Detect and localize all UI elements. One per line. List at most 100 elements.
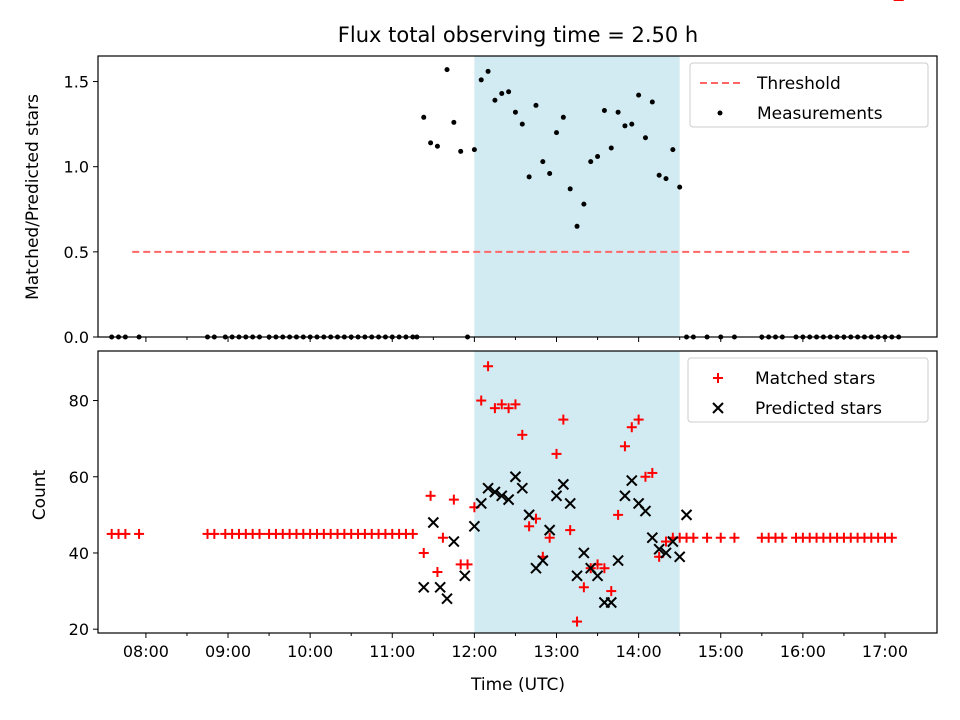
x-b — [427, 516, 440, 529]
matched-star-point — [476, 395, 487, 406]
x-b — [516, 482, 528, 494]
measurement-point — [458, 148, 464, 154]
legend-predicted-swatch — [712, 402, 724, 414]
x-b — [550, 490, 563, 502]
x-b — [496, 490, 508, 502]
y-tick-label: 80 — [69, 392, 89, 411]
matched-star-point — [462, 559, 473, 570]
measurement-point — [506, 89, 512, 95]
legend-label: Measurements — [757, 104, 883, 124]
predicted-star-point — [619, 490, 631, 502]
matched-star-point — [558, 414, 569, 425]
predicted-star-point — [543, 524, 556, 536]
x-tick-label: 14:00 — [616, 642, 662, 661]
predicted-star-point — [448, 535, 460, 548]
predicted-star-point — [626, 474, 638, 487]
legend: Matched stars Predicted stars — [687, 357, 929, 423]
predicted-star-point — [418, 581, 430, 593]
x-b — [632, 497, 645, 510]
legend-label: Matched stars — [755, 369, 875, 389]
x-tick-label: 16:00 — [780, 642, 826, 661]
predicted-star-point — [523, 509, 535, 521]
x-b — [441, 592, 453, 605]
predicted-star-point — [673, 551, 686, 563]
matched-star-point — [425, 490, 436, 501]
measurement-point — [595, 153, 601, 159]
count-panel: 20 40 60 80 08:00 09:00 10:00 11:00 12:00 13:00 14… — [69, 0, 938, 661]
matched-star-point — [496, 399, 507, 410]
measurement-point — [478, 77, 484, 83]
ratio-panel: 0.0 0.5 1.0 1.5 Threshold Measurements — [64, 55, 938, 347]
measurement-point — [519, 121, 525, 127]
matched-star-point — [524, 521, 535, 532]
x-b — [653, 543, 665, 555]
predicted-star-point — [680, 509, 693, 521]
legend-box — [687, 357, 929, 423]
matched-star-point — [517, 429, 528, 440]
measurement-point — [608, 145, 614, 151]
matched-star-point — [418, 547, 429, 558]
bottom-y-axis-label: Count — [30, 469, 50, 520]
predicted-star-point — [502, 493, 515, 506]
matched-star-point — [606, 586, 617, 597]
measurement-point — [492, 97, 498, 103]
measurement-point — [421, 114, 427, 120]
y-tick-label: 1.5 — [64, 73, 89, 92]
x-tick-label: 10:00 — [287, 642, 333, 661]
predicted-star-point — [496, 490, 508, 502]
matched-star-point — [572, 616, 583, 627]
y-tick-label: 40 — [69, 544, 89, 563]
x-b — [660, 547, 672, 559]
measurement-point — [526, 174, 532, 180]
x-b — [468, 520, 481, 533]
x-tick-label: 11:00 — [369, 642, 415, 661]
matched-star-point — [483, 361, 494, 372]
legend: Threshold Measurements — [689, 62, 929, 128]
matched-star-point — [886, 532, 897, 543]
legend-box — [689, 62, 929, 128]
x-b — [605, 596, 617, 609]
predicted-star-point — [660, 547, 672, 559]
matched-star-point — [688, 532, 699, 543]
matched-star-point — [134, 528, 145, 539]
x-b — [680, 509, 693, 521]
x-b — [509, 471, 522, 483]
matched-star-point — [209, 528, 220, 539]
measurement-point — [615, 109, 621, 115]
x-b — [502, 493, 515, 506]
predicted-star-point — [591, 570, 604, 582]
x-b — [667, 535, 679, 548]
predicted-star-point — [639, 505, 652, 517]
x-b — [489, 486, 501, 498]
legend-label: Predicted stars — [755, 399, 882, 419]
predicted-star-point — [509, 471, 522, 483]
observing-window-shade — [474, 351, 680, 633]
measurement-point — [629, 121, 635, 127]
matched-star-point — [647, 467, 658, 478]
matched-star-point — [489, 403, 500, 414]
measurement-point — [547, 171, 553, 177]
x-b — [557, 478, 570, 491]
matched-star-point — [551, 448, 562, 459]
x-b — [564, 497, 576, 510]
matched-star-point — [120, 528, 131, 539]
matched-star-point — [254, 528, 265, 539]
top-y-axis-label: Matched/Predicted stars — [23, 94, 43, 300]
predicted-star-point — [578, 547, 590, 559]
matched-star-point — [503, 403, 514, 414]
measurement-point — [663, 176, 669, 182]
measurement-point — [512, 109, 518, 115]
measurement-point — [567, 186, 573, 192]
x-b — [571, 570, 583, 582]
matched-star-point — [578, 582, 589, 593]
measurement-point — [574, 223, 580, 229]
x-b — [578, 547, 590, 559]
plot-frame — [97, 350, 938, 634]
y-tick-label: 0.5 — [64, 243, 89, 262]
x-tick-label: 08:00 — [123, 642, 169, 661]
x-b — [639, 505, 652, 517]
x-b — [418, 581, 430, 593]
x-b — [646, 532, 659, 544]
matched-star-point — [640, 471, 651, 482]
